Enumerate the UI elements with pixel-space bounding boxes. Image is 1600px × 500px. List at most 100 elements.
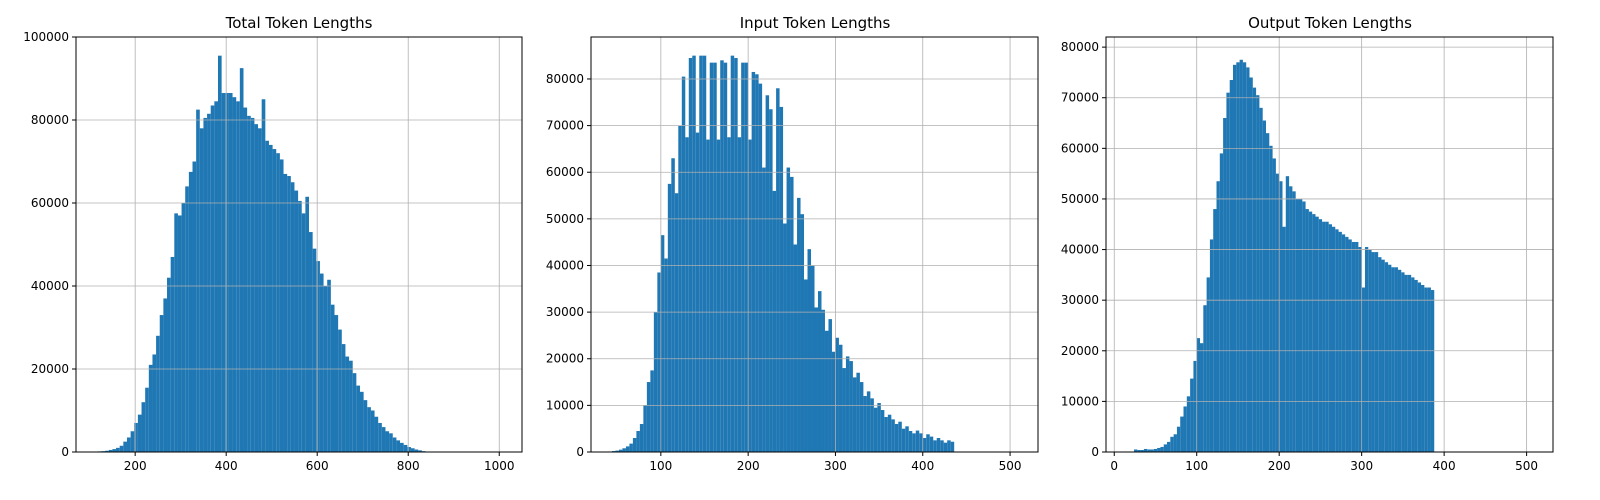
histogram-bar (203, 117, 208, 452)
y-tick-label: 30000 (546, 305, 584, 319)
histogram-bar (1361, 287, 1365, 452)
histogram-bar (225, 93, 229, 452)
histogram-bar (123, 441, 127, 452)
y-tick-label: 80000 (31, 113, 69, 127)
histogram-bar (769, 109, 773, 452)
y-tick-label: 0 (576, 445, 584, 459)
histogram-bar (1269, 145, 1273, 452)
histogram-bar (1180, 416, 1184, 452)
x-tick-label: 300 (1350, 459, 1373, 473)
histogram-bar (744, 62, 749, 452)
x-tick-label: 500 (999, 459, 1022, 473)
histogram-bar (389, 433, 393, 452)
histogram-bar (1341, 234, 1346, 452)
histogram-bar (1252, 87, 1257, 452)
histogram-bar (1200, 343, 1204, 452)
histogram-bar (418, 450, 422, 452)
histogram-bar (1153, 448, 1158, 452)
y-tick-label: 80000 (1061, 40, 1099, 54)
histogram-bar (894, 424, 899, 452)
histogram-bar (1298, 198, 1303, 452)
histogram-bar (1209, 239, 1214, 452)
histogram-bar (873, 407, 878, 452)
histogram-bar (751, 71, 756, 452)
histogram-bar (287, 176, 291, 452)
histogram-bar (1173, 434, 1177, 452)
histogram-bar (1167, 441, 1171, 452)
histogram-bar (119, 445, 124, 452)
x-tick-label: 0 (1110, 459, 1118, 473)
histogram-bar (646, 382, 651, 452)
histogram-bar (1302, 201, 1306, 452)
histogram-bar (1157, 447, 1161, 452)
histogram-bar (254, 124, 259, 452)
histogram-bar (814, 307, 818, 452)
histogram-bar (1371, 252, 1375, 452)
histogram-bar (378, 422, 382, 452)
y-tick-label: 10000 (1061, 394, 1099, 408)
histogram-bar (250, 117, 255, 452)
histogram-bar (1348, 239, 1352, 452)
histogram-bar (290, 182, 295, 452)
x-tick-label: 400 (1433, 459, 1456, 473)
y-tick-label: 40000 (546, 258, 584, 272)
y-tick-label: 30000 (1061, 293, 1099, 307)
histogram-bar (217, 55, 222, 452)
histogram-bar (1322, 221, 1326, 452)
histogram-bar (632, 438, 637, 452)
histogram-bar (901, 428, 906, 452)
histogram-bar (936, 438, 941, 452)
histogram-bar (1295, 198, 1299, 452)
histogram-bar (1391, 267, 1395, 452)
histogram-bar (1196, 338, 1201, 452)
histogram-bar (130, 431, 135, 452)
y-tick-label: 60000 (546, 165, 584, 179)
histogram-bar (381, 427, 386, 452)
histogram-bar (141, 402, 146, 452)
histogram-bar (327, 279, 331, 452)
histogram-bar (1305, 209, 1309, 452)
histogram-bar (838, 344, 843, 452)
bars (94, 55, 430, 452)
histogram-bar (926, 434, 930, 452)
histogram-bar (359, 391, 364, 452)
histogram-bar (681, 76, 686, 452)
histogram-bar (650, 370, 654, 452)
x-tick-label: 400 (911, 459, 934, 473)
x-tick-label: 200 (1268, 459, 1291, 473)
histogram-bar (214, 101, 218, 452)
histogram-bar (845, 356, 850, 452)
histogram-bar (163, 298, 168, 452)
histogram-bar (758, 83, 763, 452)
histogram-bar (279, 159, 284, 452)
chart-title: Input Token Lengths (740, 14, 891, 32)
histogram-bar (370, 410, 375, 452)
histogram-bar (772, 190, 777, 452)
y-tick-label: 40000 (31, 279, 69, 293)
histogram-bar (1137, 449, 1141, 452)
histogram-bar (664, 258, 668, 452)
histogram-bar (239, 68, 244, 452)
histogram-bar (797, 197, 801, 452)
histogram-bar (929, 436, 934, 452)
panel-total-token-lengths: Total Token Lengths 200 400 600 800 1000 0 200… (23, 14, 523, 473)
histogram-bar (1259, 107, 1263, 452)
histogram-bar (1335, 229, 1339, 452)
histogram-bar (702, 55, 707, 452)
histogram-bar (866, 391, 871, 452)
histogram-bar (301, 213, 306, 452)
histogram-bar (1176, 426, 1181, 452)
histogram-bar (1233, 64, 1237, 452)
histogram-bar (1328, 224, 1332, 452)
histogram-bar (126, 437, 131, 452)
histogram-bar (671, 158, 675, 452)
histogram-bar (856, 372, 860, 452)
histogram-bar (804, 279, 808, 452)
histogram-bar (210, 105, 215, 452)
histogram-bar (1388, 264, 1392, 452)
histogram-bar (407, 447, 411, 452)
histogram-bar (713, 62, 717, 452)
histogram-bar (148, 364, 153, 452)
histogram-bar (338, 329, 342, 452)
